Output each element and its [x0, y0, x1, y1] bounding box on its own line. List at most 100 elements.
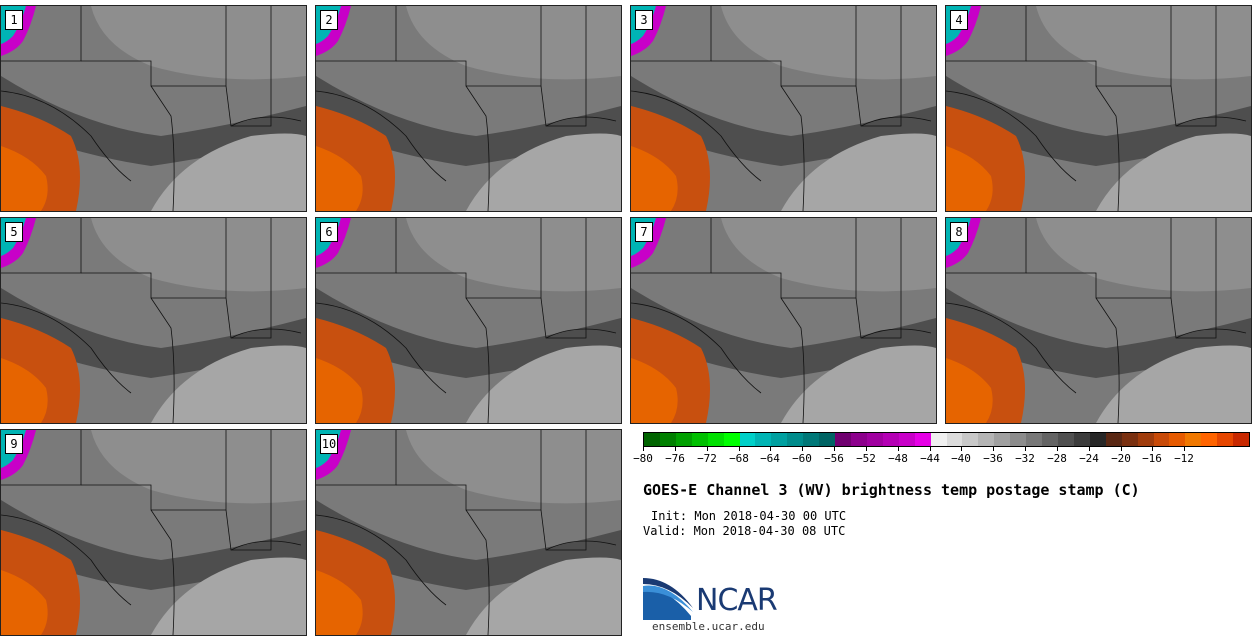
colorbar-tick	[739, 446, 740, 451]
colorbar-tick-label: −28	[1047, 452, 1067, 465]
colorbar-swatch	[1057, 433, 1074, 446]
map-panel-5: 5	[0, 217, 307, 424]
colorbar-swatch	[675, 433, 692, 446]
colorbar-swatch	[866, 433, 883, 446]
panel-label: 9	[5, 434, 23, 454]
panel-label: 10	[320, 434, 338, 454]
plot-title: GOES-E Channel 3 (WV) brightness temp po…	[643, 481, 1140, 499]
colorbar-swatch	[1121, 433, 1138, 446]
colorbar-tick	[707, 446, 708, 451]
colorbar-tick	[1184, 446, 1185, 451]
map-image	[631, 6, 936, 211]
colorbar-tick-label: −60	[792, 452, 812, 465]
colorbar-tick	[1025, 446, 1026, 451]
colorbar-tick	[898, 446, 899, 451]
colorbar-swatch	[787, 433, 804, 446]
colorbar-tick	[1089, 446, 1090, 451]
colorbar-swatch	[803, 433, 820, 446]
colorbar-swatch	[1137, 433, 1154, 446]
colorbar-swatch	[644, 433, 660, 446]
colorbar-tick	[802, 446, 803, 451]
colorbar-tick-label: −80	[633, 452, 653, 465]
map-panel-8: 8	[945, 217, 1252, 424]
colorbar-tick-label: −56	[824, 452, 844, 465]
map-image	[316, 430, 621, 635]
colorbar-swatch	[1217, 433, 1234, 446]
colorbar-swatch	[850, 433, 867, 446]
map-panel-7: 7	[630, 217, 937, 424]
ncar-swoosh-icon	[643, 578, 693, 620]
map-panel-9: 9	[0, 429, 307, 636]
colorbar-ticks: −80 −76 −72 −68 −64 −60 −56 −52 −48 −44 −40 −36 −32−…	[633, 446, 1248, 468]
colorbar-swatch	[962, 433, 979, 446]
map-panel-1: 1	[0, 5, 307, 212]
colorbar-swatch	[1233, 433, 1250, 446]
colorbar-swatch	[819, 433, 836, 446]
logo-text: NCAR	[696, 583, 778, 618]
ncar-logo: NCAR	[643, 578, 793, 622]
colorbar-swatch	[1201, 433, 1218, 446]
map-panel-3: 3	[630, 5, 937, 212]
colorbar-tick-label: −68	[729, 452, 749, 465]
map-image	[316, 6, 621, 211]
colorbar-tick-label: −36	[983, 452, 1003, 465]
colorbar-tick	[770, 446, 771, 451]
colorbar-swatch	[898, 433, 915, 446]
site-url: ensemble.ucar.edu	[652, 620, 765, 633]
colorbar-tick-label: −40	[951, 452, 971, 465]
colorbar-swatch	[1073, 433, 1090, 446]
colorbar-swatch	[930, 433, 947, 446]
map-panel-6: 6	[315, 217, 622, 424]
colorbar-swatch	[1105, 433, 1122, 446]
colorbar-swatch	[739, 433, 756, 446]
map-panel-10: 10	[315, 429, 622, 636]
colorbar-swatch	[723, 433, 740, 446]
colorbar-tick-label: −32	[1015, 452, 1035, 465]
colorbar-swatch	[835, 433, 851, 446]
colorbar-swatch	[1185, 433, 1202, 446]
colorbar-tick	[1121, 446, 1122, 451]
colorbar-swatch	[707, 433, 724, 446]
panel-label: 8	[950, 222, 968, 242]
panel-label: 2	[320, 10, 338, 30]
valid-time: Valid: Mon 2018-04-30 08 UTC	[643, 524, 846, 538]
colorbar-tick-label: −24	[1079, 452, 1099, 465]
map-image	[631, 218, 936, 423]
map-panel-2: 2	[315, 5, 622, 212]
colorbar-tick	[643, 446, 644, 451]
colorbar-tick-label: −64	[760, 452, 780, 465]
map-panel-4: 4	[945, 5, 1252, 212]
colorbar-swatch	[755, 433, 772, 446]
map-image	[1, 6, 306, 211]
map-image	[316, 218, 621, 423]
colorbar-swatch	[1089, 433, 1106, 446]
colorbar-tick	[834, 446, 835, 451]
colorbar-swatch	[1026, 433, 1043, 446]
colorbar-tick-label: −20	[1111, 452, 1131, 465]
colorbar-tick	[675, 446, 676, 451]
colorbar-swatch	[1010, 433, 1027, 446]
panel-label: 3	[635, 10, 653, 30]
colorbar-swatch	[882, 433, 899, 446]
panel-label: 1	[5, 10, 23, 30]
colorbar-swatch	[771, 433, 788, 446]
colorbar-swatch	[946, 433, 963, 446]
map-image	[1, 430, 306, 635]
colorbar-tick-label: −16	[1142, 452, 1162, 465]
colorbar-tick-label: −52	[856, 452, 876, 465]
colorbar-tick-label: −12	[1174, 452, 1194, 465]
init-time: Init: Mon 2018-04-30 00 UTC	[651, 509, 847, 523]
colorbar-tick-label: −76	[665, 452, 685, 465]
colorbar-swatch	[978, 433, 995, 446]
colorbar-swatch	[1042, 433, 1058, 446]
colorbar-tick-label: −72	[697, 452, 717, 465]
colorbar-swatch	[691, 433, 708, 446]
map-image	[1, 218, 306, 423]
panel-label: 4	[950, 10, 968, 30]
colorbar-swatch	[994, 433, 1011, 446]
colorbar-tick	[1152, 446, 1153, 451]
colorbar-tick	[930, 446, 931, 451]
colorbar-tick-label: −44	[920, 452, 940, 465]
panel-label: 6	[320, 222, 338, 242]
colorbar-tick	[1057, 446, 1058, 451]
